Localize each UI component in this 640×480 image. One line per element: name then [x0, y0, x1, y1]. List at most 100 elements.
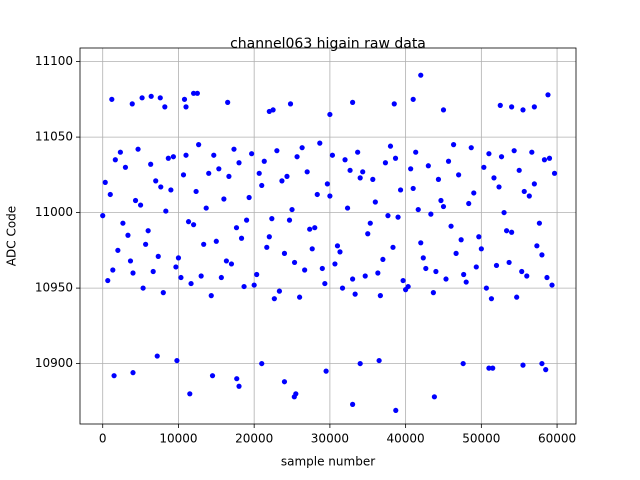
point [405, 283, 411, 290]
point [291, 259, 298, 266]
point [327, 193, 333, 199]
point [339, 285, 346, 291]
point [549, 282, 555, 288]
point [190, 222, 197, 228]
point [281, 250, 288, 256]
point [460, 360, 466, 367]
point [259, 182, 265, 189]
point [425, 163, 431, 169]
point [314, 191, 320, 198]
point [175, 255, 182, 261]
point [408, 166, 414, 172]
point [256, 170, 262, 176]
point [329, 152, 336, 158]
point [153, 178, 159, 184]
point [478, 246, 484, 252]
point [163, 208, 169, 214]
point [476, 234, 482, 240]
point [524, 273, 530, 279]
point [271, 296, 277, 302]
point [309, 246, 315, 252]
x-axis-label: sample number [281, 455, 375, 469]
point [183, 152, 189, 158]
point [360, 169, 366, 175]
point [428, 211, 434, 217]
point [509, 229, 515, 235]
point [367, 220, 373, 226]
point [544, 274, 550, 281]
point [466, 200, 472, 207]
point [463, 279, 469, 285]
point [154, 353, 160, 359]
point [319, 265, 325, 272]
point [534, 243, 540, 249]
point [178, 274, 184, 281]
point [246, 194, 252, 201]
point [332, 261, 338, 267]
point [105, 277, 111, 284]
point [266, 234, 272, 240]
point [209, 373, 216, 379]
point [323, 368, 329, 374]
point [168, 187, 174, 193]
point [291, 394, 297, 400]
points [100, 72, 558, 414]
y-tick-label: 11050 [35, 130, 73, 144]
point [173, 264, 179, 270]
point [284, 173, 290, 179]
point [393, 407, 399, 414]
point [410, 185, 416, 192]
point [259, 360, 265, 367]
point [445, 158, 452, 164]
point [148, 161, 154, 167]
point [526, 193, 532, 199]
point [281, 379, 288, 385]
point [228, 261, 235, 267]
point [440, 203, 447, 210]
point [376, 357, 382, 364]
point [355, 149, 361, 155]
point [387, 143, 394, 149]
point [529, 149, 535, 155]
y-tick-label: 11000 [35, 205, 73, 219]
point [450, 142, 457, 148]
point [365, 231, 371, 237]
point [520, 107, 526, 113]
point [352, 291, 358, 297]
point [493, 262, 500, 269]
point [274, 148, 280, 154]
point [520, 362, 526, 368]
point [137, 202, 144, 208]
point [135, 146, 141, 152]
x-tick-label: 40000 [387, 432, 425, 446]
point [261, 158, 267, 164]
y-tick-label: 10900 [35, 356, 73, 370]
point [334, 243, 341, 249]
point [448, 223, 454, 229]
point [397, 187, 404, 193]
point [107, 191, 113, 198]
point [112, 157, 118, 163]
point [491, 175, 497, 181]
point [208, 293, 214, 299]
point [187, 391, 193, 397]
point [249, 151, 255, 157]
point [498, 154, 505, 160]
point [221, 196, 227, 202]
point [102, 179, 108, 185]
point [481, 164, 487, 170]
point [181, 96, 188, 102]
point [194, 90, 200, 96]
point [251, 282, 257, 288]
point [392, 155, 399, 161]
axes-frame [79, 47, 577, 425]
x-tick-label: 30000 [311, 432, 349, 446]
point [546, 155, 553, 161]
point [231, 146, 237, 152]
point [100, 213, 106, 219]
point [130, 270, 136, 276]
point [297, 294, 303, 300]
point [433, 268, 439, 275]
point [385, 213, 391, 219]
